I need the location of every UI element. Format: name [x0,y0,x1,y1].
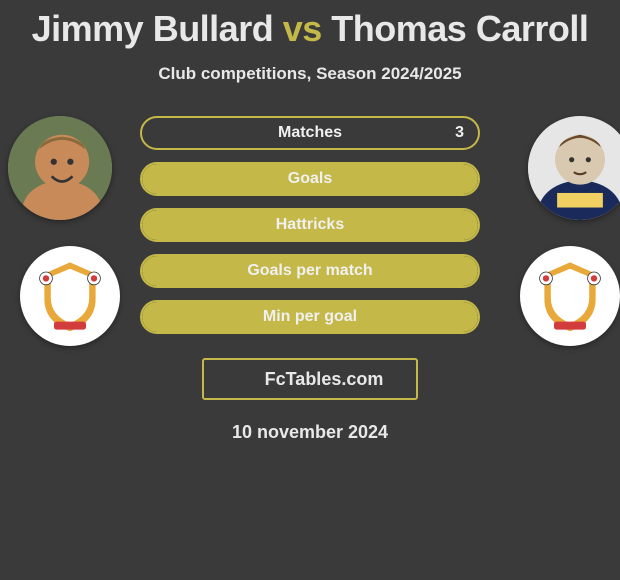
date-text: 10 november 2024 [0,422,620,443]
person-icon [528,116,620,220]
brand-text: FcTables.com [265,369,384,390]
bar-chart-icon [237,368,259,390]
club-crest-icon [530,256,610,336]
stat-bars: Matches3 Goals Hattricks Goals per match Min… [140,116,480,334]
subtitle: Club competitions, Season 2024/2025 [0,64,620,84]
stat-row: Goals [140,162,480,196]
stat-label: Goals per match [142,256,478,286]
stat-label: Goals [142,164,478,194]
title-right-name: Thomas Carroll [331,8,588,49]
club-badge-left [20,246,120,346]
stat-label: Matches [142,118,478,148]
stat-label: Min per goal [142,302,478,332]
stat-row: Matches3 [140,116,480,150]
stat-row: Hattricks [140,208,480,242]
avatar-left [8,116,112,220]
stat-label: Hattricks [142,210,478,240]
title-vs: vs [283,8,322,49]
page-title: Jimmy Bullard vs Thomas Carroll [0,0,620,50]
avatar-right [528,116,620,220]
person-icon [8,116,112,220]
title-left-name: Jimmy Bullard [32,8,274,49]
stat-value-right: 3 [455,118,464,148]
stat-row: Goals per match [140,254,480,288]
club-badge-right [520,246,620,346]
brand-box[interactable]: FcTables.com [202,358,418,400]
club-crest-icon [30,256,110,336]
stats-block: Matches3 Goals Hattricks Goals per match Min… [0,116,620,334]
stat-row: Min per goal [140,300,480,334]
